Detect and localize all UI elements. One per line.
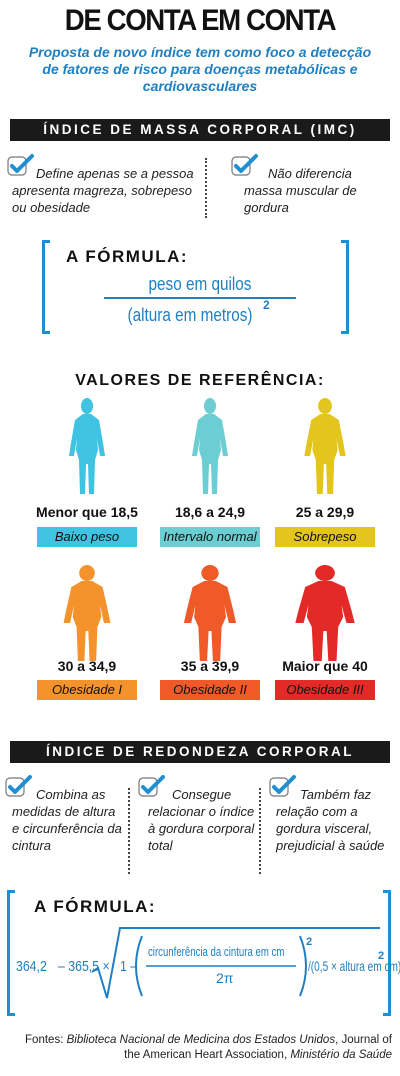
- body-silhouette-icon: [192, 398, 228, 494]
- check-icon: [7, 154, 34, 176]
- irc-exponent-2: 2: [378, 950, 385, 962]
- bracket-right: [383, 890, 391, 1016]
- fraction-line: [104, 297, 296, 299]
- irc-denominator: 2π: [216, 970, 234, 986]
- bracket-left: [42, 240, 50, 334]
- reference-range: 18,6 a 24,9: [174, 504, 246, 520]
- irc-formula-label: A FÓRMULA:: [34, 897, 157, 916]
- imc-formula-denominator: (altura em metros): [127, 305, 253, 325]
- bracket-left: [7, 890, 15, 1016]
- reference-range: Menor que 18,5: [36, 504, 138, 520]
- body-silhouette-icon: [69, 398, 105, 494]
- irc-numerator: circunferência da cintura em cm: [148, 944, 285, 959]
- check-icon: [5, 775, 32, 797]
- check-icon: [269, 775, 296, 797]
- divider: [205, 158, 207, 218]
- source-1: Biblioteca Nacional de Medicina dos Esta…: [66, 1034, 336, 1046]
- reference-badge: Baixo peso: [37, 527, 137, 547]
- square-root-icon: [91, 927, 380, 999]
- body-silhouette-icon: [304, 398, 346, 494]
- imc-point-1: Define apenas se a pessoa apresenta magr…: [12, 166, 194, 215]
- reference-badge: Obesidade II: [160, 680, 260, 700]
- body-silhouette-icon: [63, 565, 111, 661]
- page-subtitle: Proposta de novo índice tem como foco a …: [28, 44, 372, 94]
- bracket-right: [341, 240, 349, 334]
- source-2: , Journal of the American Heart Associat…: [124, 1034, 392, 1061]
- irc-division-part: /(0,5 × altura em cm): [308, 958, 400, 974]
- irc-point-2: Consegue relacionar o índice à gordura c…: [148, 787, 255, 853]
- imc-section-header: ÍNDICE DE MASSA CORPORAL (IMC): [10, 119, 390, 141]
- imc-formula-numerator: peso em quilos: [148, 274, 252, 294]
- reference-badge: Obesidade I: [37, 680, 137, 700]
- reference-range: Maior que 40: [282, 658, 368, 674]
- irc-const-1: 364,2: [16, 958, 47, 975]
- imc-formula-exponent: 2: [263, 298, 270, 312]
- irc-const-2: – 365,5 ×: [58, 958, 110, 975]
- reference-badge: Intervalo normal: [160, 527, 260, 547]
- divider: [128, 788, 130, 874]
- body-silhouette-icon: [183, 565, 237, 661]
- imc-formula-label: A FÓRMULA:: [66, 247, 189, 266]
- divider: [259, 788, 261, 874]
- reference-range: 35 a 39,9: [180, 658, 240, 674]
- body-silhouette-icon: [295, 565, 355, 661]
- irc-point-3: Também faz relação com a gordura viscera…: [276, 787, 385, 853]
- irc-one-minus: 1 –: [120, 958, 138, 975]
- check-icon: [138, 775, 165, 797]
- irc-point-1: Combina as medidas de altura e circunfer…: [12, 787, 122, 853]
- source-3: Ministério da Saúde: [290, 1049, 392, 1061]
- imc-point-2: Não diferencia massa muscular de gordura: [244, 166, 357, 215]
- check-icon: [231, 154, 258, 176]
- sources: Fontes: Biblioteca Nacional de Medicina …: [10, 1033, 392, 1063]
- reference-badge: Sobrepeso: [275, 527, 375, 547]
- page-title: DE CONTA EM CONTA: [64, 4, 337, 37]
- reference-range: 25 a 29,9: [295, 504, 355, 520]
- reference-title: VALORES DE REFERÊNCIA:: [75, 372, 325, 389]
- reference-badge: Obesidade III: [275, 680, 375, 700]
- irc-exponent-1: 2: [306, 936, 313, 948]
- reference-range: 30 a 34,9: [57, 658, 117, 674]
- sources-prefix: Fontes:: [25, 1034, 67, 1046]
- irc-section-header: ÍNDICE DE REDONDEZA CORPORAL: [10, 741, 390, 763]
